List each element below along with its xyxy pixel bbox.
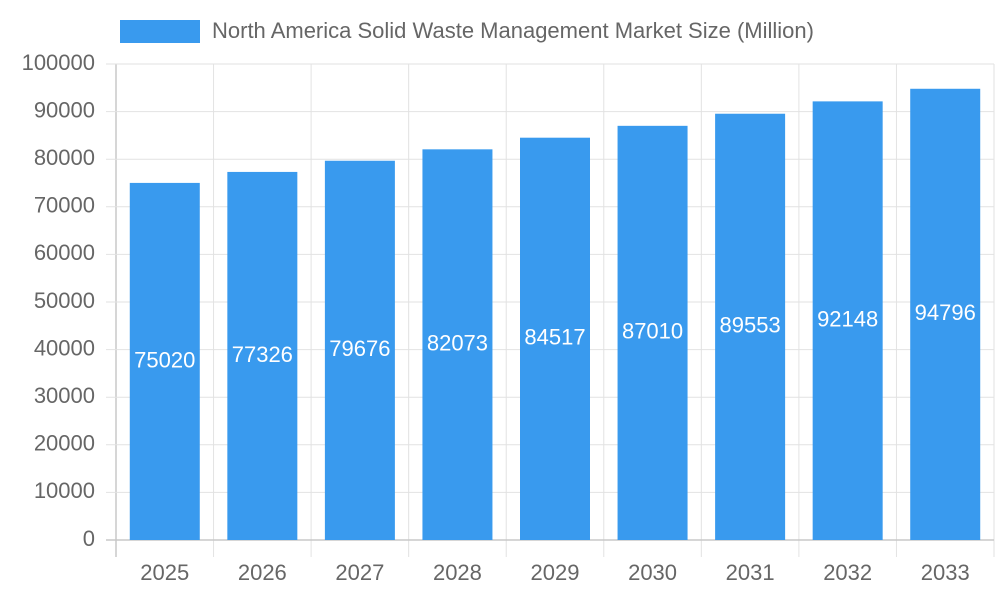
- bar: [715, 113, 786, 540]
- y-tick-label: 100000: [22, 50, 95, 75]
- y-tick-label: 90000: [34, 97, 95, 122]
- bar: [422, 149, 493, 540]
- y-tick-label: 70000: [34, 193, 95, 218]
- x-tick-label: 2032: [823, 560, 872, 585]
- data-label: 94796: [915, 300, 976, 325]
- y-tick-label: 60000: [34, 240, 95, 265]
- x-tick-label: 2028: [433, 560, 482, 585]
- y-tick-label: 40000: [34, 335, 95, 360]
- x-tick-label: 2030: [628, 560, 677, 585]
- data-label: 89553: [720, 313, 781, 338]
- bar: [812, 101, 883, 540]
- y-tick-label: 50000: [34, 288, 95, 313]
- data-label: 82073: [427, 330, 488, 355]
- y-tick-label: 80000: [34, 145, 95, 170]
- y-tick-label: 0: [83, 526, 95, 551]
- bar: [129, 182, 200, 541]
- data-label: 75020: [134, 347, 195, 372]
- data-label: 77326: [232, 342, 293, 367]
- bar: [324, 160, 395, 540]
- y-tick-label: 20000: [34, 431, 95, 456]
- x-tick-label: 2025: [140, 560, 189, 585]
- data-label: 79676: [329, 336, 390, 361]
- x-tick-label: 2033: [921, 560, 970, 585]
- bar: [617, 125, 688, 540]
- bar: [227, 171, 298, 541]
- data-label: 87010: [622, 319, 683, 344]
- bar: [520, 137, 590, 540]
- x-tick-label: 2029: [531, 560, 580, 585]
- y-tick-label: 10000: [34, 478, 95, 503]
- y-tick-label: 30000: [34, 383, 95, 408]
- legend-swatch[interactable]: [120, 20, 200, 43]
- data-label: 84517: [524, 325, 585, 350]
- bar: [910, 88, 981, 540]
- data-label: 92148: [817, 307, 878, 332]
- x-tick-label: 2027: [335, 560, 384, 585]
- x-tick-label: 2026: [238, 560, 287, 585]
- legend-label[interactable]: North America Solid Waste Management Mar…: [212, 18, 814, 43]
- x-tick-label: 2031: [726, 560, 775, 585]
